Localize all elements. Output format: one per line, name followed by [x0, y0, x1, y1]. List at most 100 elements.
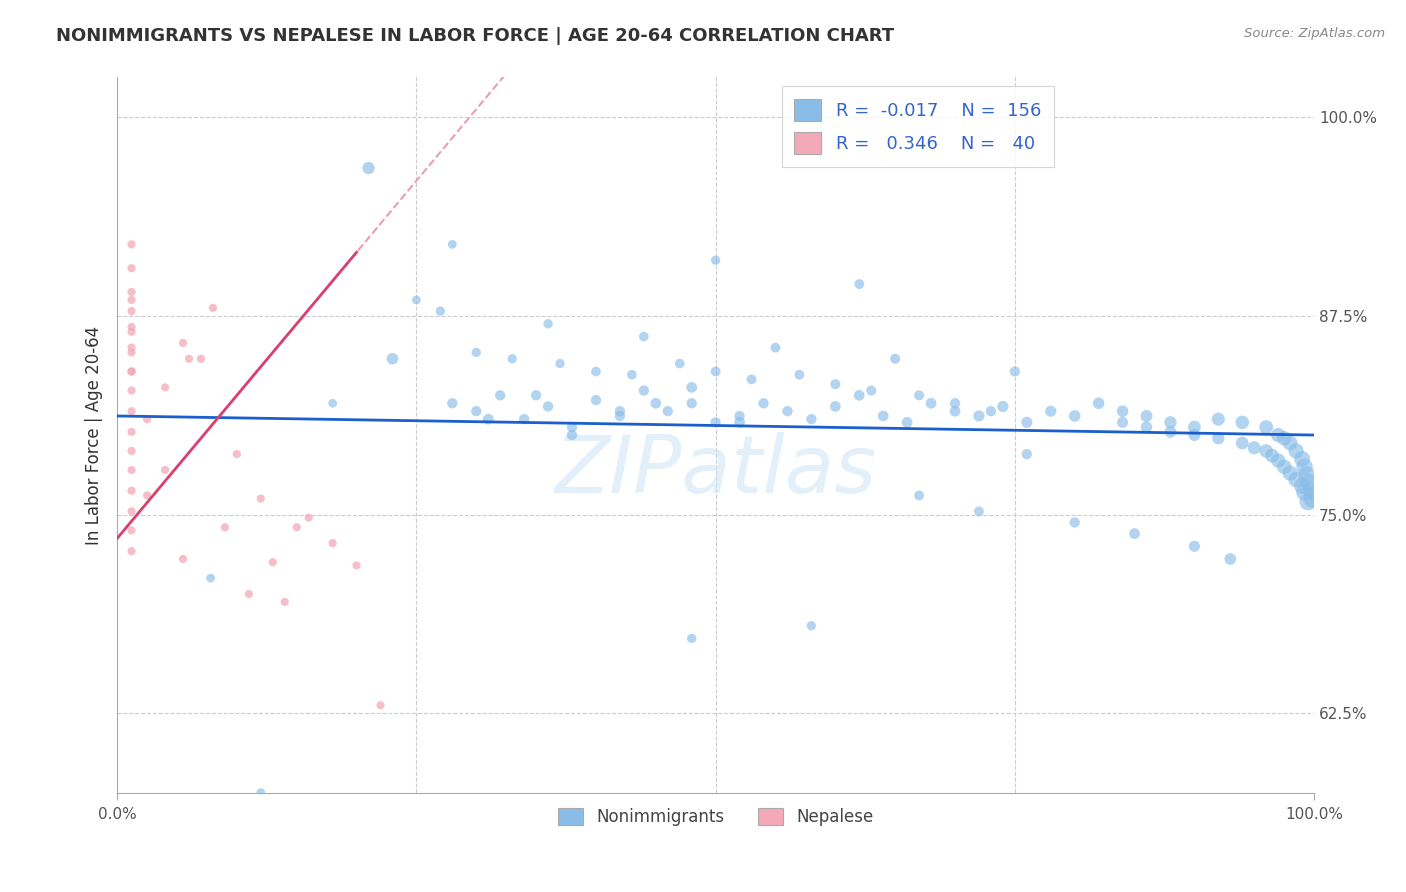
Point: [800, 412, 823, 426]
Text: Source: ZipAtlas.com: Source: ZipAtlas.com: [1244, 27, 1385, 40]
Point: [943, 396, 966, 410]
Point: [1182, 420, 1205, 434]
Point: [561, 428, 583, 442]
Point: [262, 555, 284, 569]
Point: [1208, 431, 1230, 445]
Point: [298, 510, 321, 524]
Point: [1135, 420, 1157, 434]
Point: [441, 396, 464, 410]
Point: [633, 329, 655, 343]
Point: [190, 351, 212, 366]
Point: [681, 396, 703, 410]
Point: [848, 277, 870, 291]
Point: [489, 388, 512, 402]
Point: [1267, 428, 1289, 442]
Point: [121, 544, 143, 558]
Point: [776, 404, 799, 418]
Point: [1256, 444, 1278, 458]
Point: [524, 388, 547, 402]
Text: ZIPatlas: ZIPatlas: [554, 432, 877, 510]
Point: [121, 345, 143, 359]
Point: [824, 377, 846, 392]
Point: [346, 558, 368, 573]
Point: [585, 393, 607, 408]
Point: [172, 552, 194, 566]
Point: [752, 396, 775, 410]
Point: [250, 491, 273, 506]
Point: [238, 587, 260, 601]
Point: [1261, 449, 1284, 463]
Point: [153, 463, 176, 477]
Point: [121, 285, 143, 299]
Point: [537, 317, 560, 331]
Point: [405, 293, 427, 307]
Point: [908, 388, 931, 402]
Text: NONIMMIGRANTS VS NEPALESE IN LABOR FORCE | AGE 20-64 CORRELATION CHART: NONIMMIGRANTS VS NEPALESE IN LABOR FORCE…: [56, 27, 894, 45]
Point: [172, 335, 194, 350]
Point: [644, 396, 666, 410]
Point: [441, 237, 464, 252]
Legend: Nonimmigrants, Nepalese: Nonimmigrants, Nepalese: [550, 799, 882, 834]
Point: [824, 400, 846, 414]
Point: [681, 632, 703, 646]
Point: [121, 404, 143, 418]
Point: [980, 404, 1002, 418]
Point: [1063, 409, 1085, 423]
Point: [121, 364, 143, 378]
Point: [357, 161, 380, 175]
Point: [214, 520, 236, 534]
Point: [1063, 516, 1085, 530]
Point: [1182, 539, 1205, 553]
Point: [477, 412, 499, 426]
Point: [1279, 436, 1302, 450]
Point: [225, 447, 247, 461]
Point: [1302, 491, 1324, 506]
Point: [1123, 526, 1146, 541]
Point: [136, 412, 159, 426]
Point: [1301, 483, 1323, 498]
Point: [121, 341, 143, 355]
Point: [1087, 396, 1109, 410]
Point: [991, 400, 1014, 414]
Point: [765, 341, 787, 355]
Point: [1232, 415, 1254, 429]
Point: [136, 488, 159, 502]
Point: [704, 415, 727, 429]
Point: [920, 396, 942, 410]
Point: [1039, 404, 1062, 418]
Point: [681, 380, 703, 394]
Point: [728, 409, 751, 423]
Point: [1256, 420, 1278, 434]
Point: [429, 304, 451, 318]
Point: [704, 364, 727, 378]
Point: [1159, 425, 1181, 439]
Point: [1111, 404, 1133, 418]
Point: [201, 301, 224, 315]
Point: [121, 504, 143, 518]
Point: [633, 384, 655, 398]
Point: [1267, 453, 1289, 467]
Point: [121, 304, 143, 318]
Point: [1159, 415, 1181, 429]
Point: [1135, 409, 1157, 423]
Point: [620, 368, 643, 382]
Point: [1004, 364, 1026, 378]
Point: [1111, 415, 1133, 429]
Point: [860, 384, 883, 398]
Point: [548, 357, 571, 371]
Point: [121, 325, 143, 339]
Point: [121, 463, 143, 477]
Point: [1298, 475, 1320, 490]
Point: [285, 520, 308, 534]
Point: [121, 483, 143, 498]
Point: [1243, 441, 1265, 455]
Point: [1296, 495, 1319, 509]
Point: [200, 571, 222, 585]
Point: [153, 380, 176, 394]
Point: [1219, 552, 1241, 566]
Point: [465, 345, 488, 359]
Point: [848, 388, 870, 402]
Point: [872, 409, 894, 423]
Point: [668, 357, 690, 371]
Point: [1296, 467, 1319, 482]
